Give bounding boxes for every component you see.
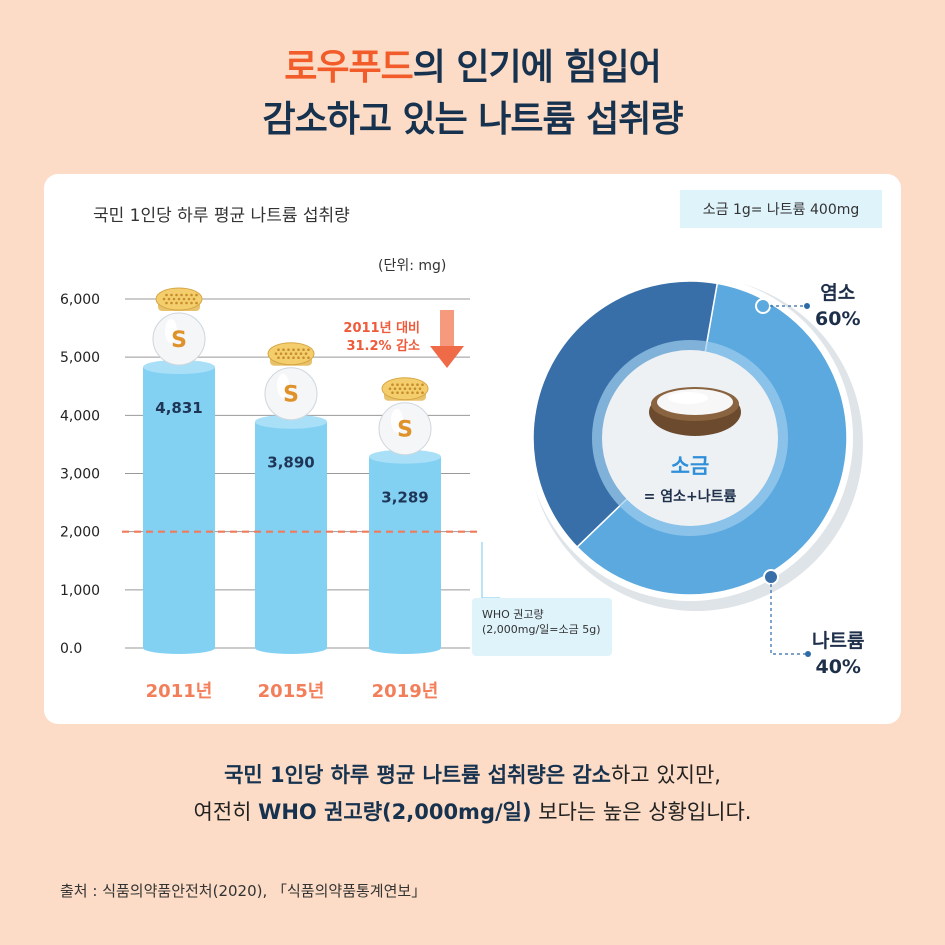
bar-top [369,449,441,464]
summary-text: 국민 1인당 하루 평균 나트륨 섭취량은 감소하고 있지만, 여전히 WHO … [0,757,945,831]
pie-label-chlorine-value: 60% [815,308,861,330]
source-note: 출처 : 식품의약품안전처(2020), 「식품의약품통계연보」 [60,882,427,900]
pie-label-sodium: 나트륨 40% [812,628,864,680]
y-tick-label: 2,000 [60,525,100,541]
salt-shaker-icon: S [152,287,206,366]
summary-text2-pre: 여전히 [193,800,259,824]
salt-bowl-icon [649,387,741,436]
bar [369,456,441,648]
pie-label-chlorine: 염소 60% [815,280,860,332]
bar-group: 4,831 2011년 S [143,287,215,702]
y-tick-label: 3,000 [60,467,100,483]
bar-bottom [255,642,327,654]
y-tick-label: 5,000 [60,350,100,366]
x-tick-label: 2011년 [146,681,213,702]
pie-label-chlorine-name: 염소 [820,282,856,304]
title-line2: 감소하고 있는 나트륨 섭취량 [262,99,683,140]
pie-marker-sodium [763,569,779,585]
title-highlight: 로우푸드 [284,47,413,88]
who-label-box: WHO 권고량 (2,000mg/일=소금 5g) [472,598,612,656]
bar [143,366,215,648]
donut-hole [602,350,778,526]
decrease-arrow-icon [430,310,464,368]
bar-top [143,359,215,374]
bar-value-label: 4,831 [155,399,202,417]
page-title: 로우푸드의 인기에 힘입어 감소하고 있는 나트륨 섭취량 [0,42,945,146]
pie-label-sodium-name: 나트륨 [812,630,865,652]
salt-s-letter: S [171,328,187,353]
bar-top [255,414,327,429]
title-line1-rest: 의 인기에 힘입어 [412,47,662,88]
salt-s-letter: S [283,383,299,408]
x-tick-label: 2019년 [372,681,439,702]
y-tick-label: 6,000 [60,292,100,308]
bar-group: 3,289 2019년 S [369,377,441,702]
bar-bottom [143,642,215,654]
decrease-text: 감소 [391,339,420,354]
who-detail: (2,000mg/일=소금 5g) [482,623,601,636]
pie-label-sodium-value: 40% [815,656,861,678]
conversion-note: 소금 1g= 나트륨 400mg [680,190,882,228]
y-tick-label: 1,000 [60,583,100,599]
decrease-line1: 2011년 대비 [343,321,420,336]
who-connector [481,542,500,599]
salt-shaker-icon: S [264,342,318,421]
summary-text1: 하고 있지만, [610,763,721,787]
bar-group: 3,890 2015년 S [255,342,327,702]
x-tick-label: 2015년 [258,681,325,702]
summary-bold1: 국민 1인당 하루 평균 나트륨 섭취량은 감소 [224,763,611,787]
y-tick-label: 4,000 [60,408,100,424]
salt-center-subtitle: = 염소+나트륨 [643,489,737,505]
decrease-annotation: 2011년 대비 31.2% 감소 [318,320,420,356]
y-tick-label: 0.0 [60,641,82,657]
unit-label: (단위: mg) [378,258,447,274]
bar-value-label: 3,890 [267,454,314,472]
bar-chart-title: 국민 1인당 하루 평균 나트륨 섭취량 [93,206,350,226]
salt-s-letter: S [397,418,413,443]
summary-bold2: WHO 권고량(2,000mg/일) [258,800,532,824]
pie-marker-chlorine [755,298,771,314]
who-title: WHO 권고량 [482,608,544,621]
salt-shaker-icon: S [378,377,432,456]
summary-text2-post: 보다는 높은 상황입니다. [531,800,752,824]
bar [255,421,327,648]
pie-leader-sodium [770,584,806,655]
bar-bottom [369,642,441,654]
bar-value-label: 3,289 [381,489,428,507]
salt-center-title: 소금 [670,454,710,478]
decrease-value: 31.2% [346,339,392,354]
